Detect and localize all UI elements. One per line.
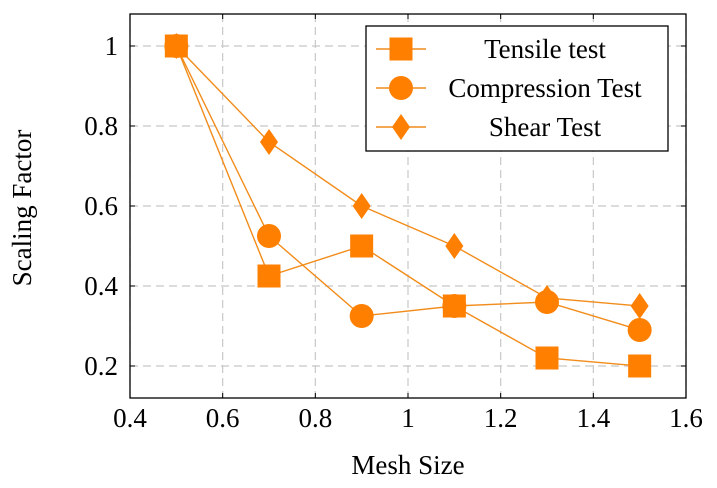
x-tick-label: 1.2 (484, 403, 518, 433)
y-tick-label: 1 (105, 31, 119, 61)
x-tick-label: 1.6 (669, 403, 703, 433)
data-point-diamond (260, 129, 278, 155)
series-square (175, 45, 640, 367)
series-layer (164, 33, 652, 378)
y-tick-label: 0.4 (84, 271, 118, 301)
y-axis-label: Scaling Factor (7, 130, 37, 287)
data-point-diamond (167, 33, 186, 59)
legend-label: Shear Test (489, 112, 602, 142)
data-point-square (257, 264, 281, 288)
data-point-circle (627, 318, 652, 342)
legend-marker-circle (389, 76, 413, 100)
series-line (175, 45, 640, 307)
series-markers-diamond (167, 33, 649, 319)
data-point-circle (349, 304, 374, 328)
legend-marker-diamond (392, 114, 410, 140)
data-point-square (350, 234, 374, 258)
data-point-diamond (352, 193, 371, 219)
legend-entry: Tensile test (376, 34, 606, 64)
series-diamond (175, 45, 640, 307)
data-point-diamond (630, 293, 649, 319)
legend-entries: Tensile test Compression Test Shear Test (376, 34, 642, 142)
y-tick-labels: 0.2 0.4 0.6 0.8 1 (84, 31, 118, 381)
series-line (175, 45, 640, 331)
y-tick-label: 0.8 (84, 111, 118, 141)
legend-label: Compression Test (448, 73, 642, 103)
data-point-diamond (538, 285, 556, 311)
legend-label: Tensile test (484, 34, 606, 64)
x-tick-labels: 0.4 0.6 0.8 1 1.2 1.4 1.6 (113, 403, 703, 433)
x-tick-label: 0.8 (298, 403, 332, 433)
x-tick-label: 0.4 (113, 403, 147, 433)
x-tick-label: 1 (401, 403, 415, 433)
tick-layer (129, 14, 687, 398)
legend: Tensile test Compression Test Shear Test (365, 25, 669, 152)
x-axis-label: Mesh Size (351, 450, 464, 480)
series-line (175, 45, 640, 367)
data-point-circle (257, 224, 281, 248)
legend-entry: Compression Test (376, 73, 642, 103)
data-point-diamond (445, 233, 464, 259)
x-tick-label: 0.6 (206, 403, 240, 433)
y-tick-label: 0.2 (84, 351, 118, 381)
x-tick-label: 1.4 (576, 403, 610, 433)
y-tick-label: 0.6 (84, 191, 118, 221)
series-circle (175, 45, 640, 331)
data-point-square (535, 346, 559, 370)
legend-marker-square (389, 37, 413, 61)
legend-entry: Shear Test (376, 112, 602, 142)
data-point-square (628, 354, 652, 378)
data-point-circle (442, 294, 467, 318)
